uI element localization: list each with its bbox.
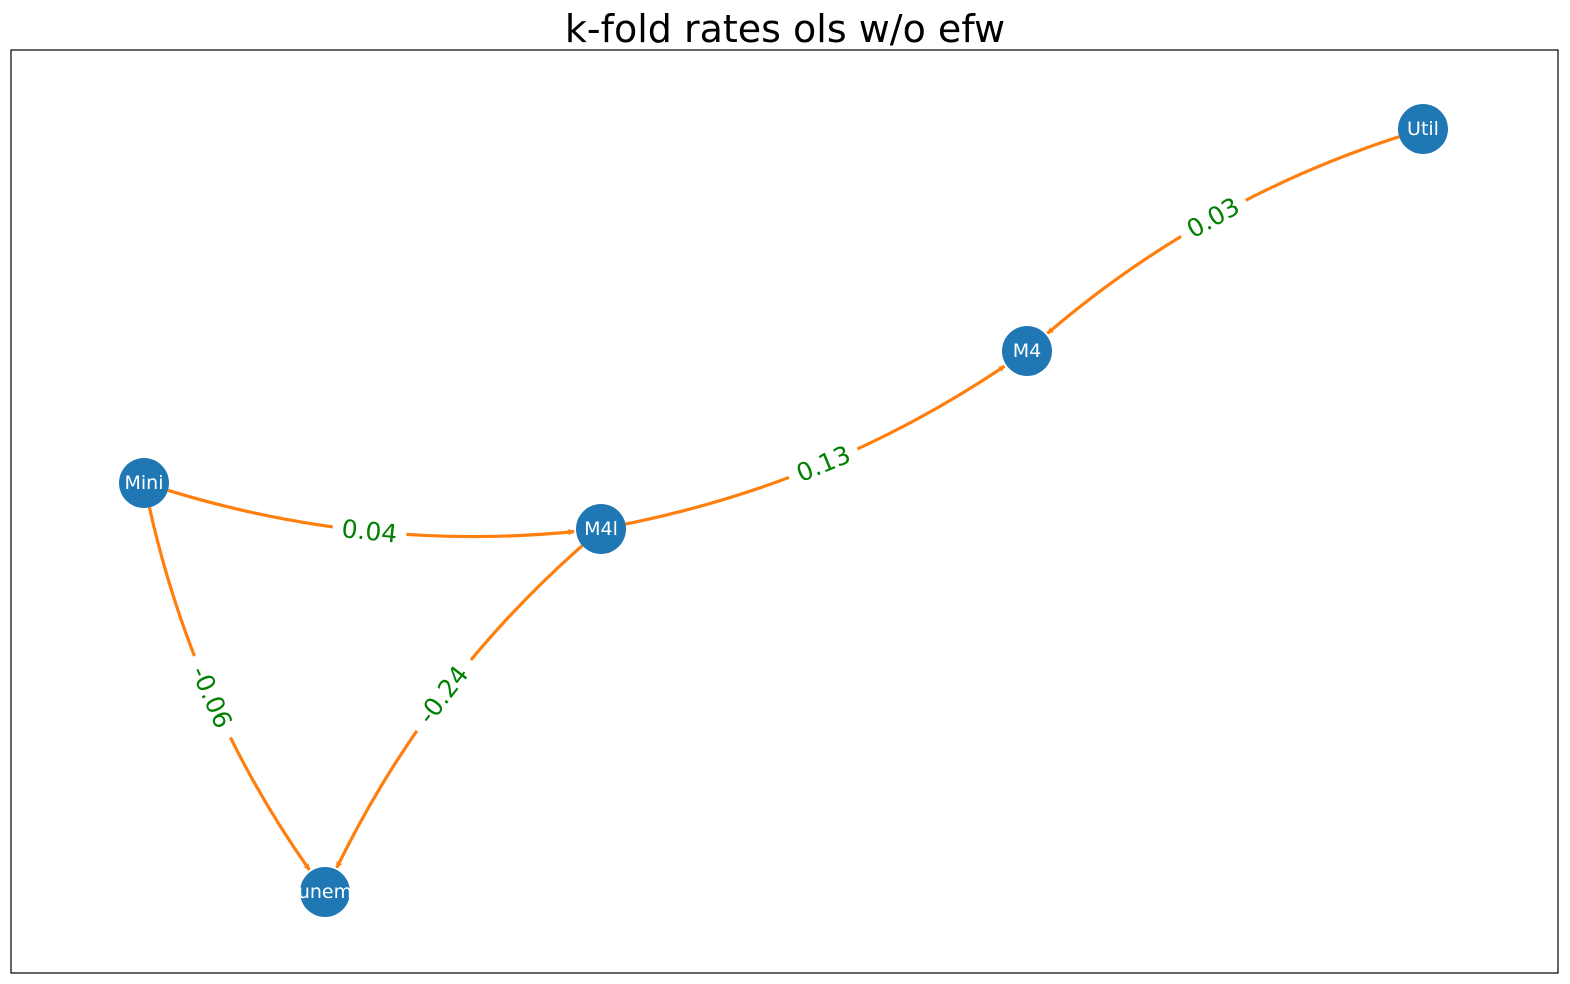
edge-label-group: 0.13 — [782, 433, 865, 494]
node-label: Mini — [125, 472, 164, 494]
node-circle — [1398, 104, 1448, 154]
node-label: M4 — [1013, 340, 1041, 362]
edge-label-background — [782, 433, 865, 494]
edge-m4l-to-m4 — [625, 364, 1006, 526]
node-mini: Mini — [119, 458, 169, 508]
node-circle — [119, 458, 169, 508]
diagram-title: k-fold rates ols w/o efw — [564, 7, 1006, 51]
node-circle — [576, 504, 626, 554]
edge-label-group: -0.06 — [177, 649, 246, 745]
node-circle — [300, 867, 350, 917]
nodes-layer: Util M4 Mini M4l unem — [119, 104, 1448, 917]
node-m4l: M4l — [576, 504, 626, 554]
edge-label-background — [177, 649, 246, 745]
edges-layer — [147, 135, 1400, 871]
edge-mini-to-unem — [147, 507, 311, 871]
edge-label-group: -0.24 — [402, 649, 484, 741]
edge-labels-layer: 0.03 0.13 0.04 -0.06 -0.24 — [177, 184, 1254, 745]
node-circle — [1002, 326, 1052, 376]
edge-label: 0.04 — [340, 514, 398, 548]
edge-m4l-to-unem — [335, 544, 584, 869]
node-util: Util — [1398, 104, 1448, 154]
node-m4: M4 — [1002, 326, 1052, 376]
edge-label-group: 0.04 — [330, 510, 408, 552]
node-label: M4l — [584, 518, 618, 540]
edge-label-background — [330, 510, 408, 552]
edge-label-background — [1172, 184, 1254, 251]
edge-label-background — [402, 649, 484, 741]
node-label: Util — [1407, 118, 1439, 140]
node-unem: unem — [298, 867, 352, 917]
edge-label-group: 0.03 — [1172, 184, 1254, 251]
edge-util-to-m4 — [1046, 135, 1400, 335]
plot-frame — [10, 49, 1559, 974]
node-label: unem — [298, 881, 352, 903]
